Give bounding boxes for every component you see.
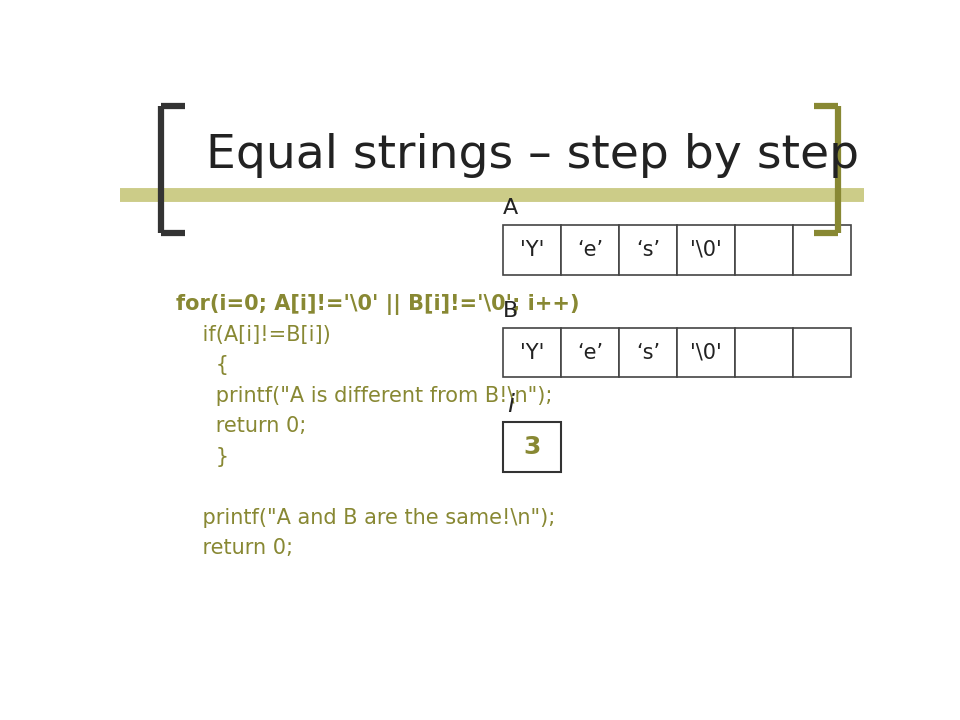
Text: ‘s’: ‘s’ bbox=[636, 343, 660, 362]
Text: A: A bbox=[503, 198, 518, 218]
Bar bbox=[562, 225, 619, 275]
Text: ‘e’: ‘e’ bbox=[577, 343, 603, 362]
Text: if(A[i]!=B[i]): if(A[i]!=B[i]) bbox=[176, 325, 330, 345]
Bar bbox=[503, 225, 562, 275]
Text: printf("A is different from B!\n");: printf("A is different from B!\n"); bbox=[176, 386, 552, 406]
Text: return 0;: return 0; bbox=[176, 539, 293, 558]
Bar bbox=[619, 328, 677, 377]
Bar bbox=[677, 225, 735, 275]
Bar bbox=[793, 225, 852, 275]
Text: ‘s’: ‘s’ bbox=[636, 240, 660, 260]
Bar bbox=[793, 328, 852, 377]
Text: Equal strings – step by step: Equal strings – step by step bbox=[205, 133, 858, 178]
Text: for(i=0; A[i]!='\0' || B[i]!='\0'; i++): for(i=0; A[i]!='\0' || B[i]!='\0'; i++) bbox=[176, 294, 579, 315]
Text: 'Y': 'Y' bbox=[520, 343, 544, 362]
Text: 3: 3 bbox=[523, 435, 540, 459]
Text: }: } bbox=[176, 446, 228, 467]
Bar bbox=[677, 328, 735, 377]
Text: '\0': '\0' bbox=[690, 240, 722, 260]
Text: '\0': '\0' bbox=[690, 343, 722, 362]
Bar bbox=[735, 225, 793, 275]
Text: return 0;: return 0; bbox=[176, 416, 306, 436]
Bar bbox=[735, 328, 793, 377]
Text: printf("A and B are the same!\n");: printf("A and B are the same!\n"); bbox=[176, 508, 555, 528]
Bar bbox=[503, 422, 562, 472]
Bar bbox=[619, 225, 677, 275]
Bar bbox=[503, 328, 562, 377]
Text: {: { bbox=[176, 355, 228, 375]
Bar bbox=[562, 328, 619, 377]
Text: i: i bbox=[507, 393, 514, 418]
Text: 'Y': 'Y' bbox=[520, 240, 544, 260]
Text: B: B bbox=[503, 301, 518, 321]
Text: ‘e’: ‘e’ bbox=[577, 240, 603, 260]
